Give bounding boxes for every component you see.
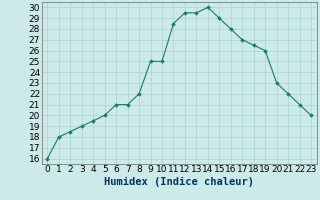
X-axis label: Humidex (Indice chaleur): Humidex (Indice chaleur)	[104, 177, 254, 187]
